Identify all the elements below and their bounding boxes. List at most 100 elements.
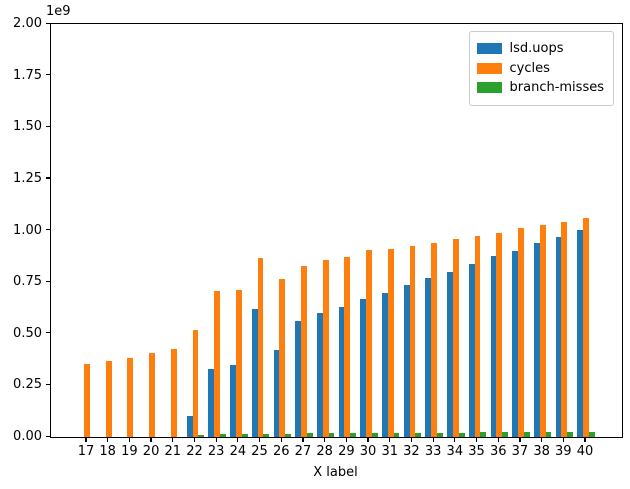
legend-label: cycles bbox=[509, 60, 550, 76]
bar-group bbox=[273, 24, 291, 437]
x-tick-label: 37 bbox=[511, 444, 529, 459]
bar-group bbox=[230, 24, 248, 437]
bar bbox=[350, 432, 357, 437]
bar bbox=[257, 258, 264, 437]
x-tick-mark bbox=[85, 438, 87, 442]
x-tick-label: 18 bbox=[99, 444, 116, 459]
legend-swatch bbox=[476, 62, 502, 74]
bar bbox=[393, 432, 400, 437]
y-tick-label: 1.00 bbox=[13, 222, 42, 238]
legend-item: lsd.uops bbox=[476, 41, 604, 57]
y-tick-label: 1.25 bbox=[13, 170, 42, 186]
bar-group bbox=[208, 24, 226, 437]
legend-label: lsd.uops bbox=[509, 41, 564, 56]
x-tick-label: 36 bbox=[489, 444, 507, 459]
x-tick-label: 22 bbox=[186, 444, 203, 459]
legend: lsd.uops cycles branch-misses bbox=[468, 31, 614, 106]
x-tick-label: 17 bbox=[77, 444, 95, 459]
bar bbox=[561, 222, 568, 437]
x-tick-label: 34 bbox=[446, 444, 464, 459]
bar bbox=[263, 433, 270, 437]
x-tick-mark bbox=[237, 438, 239, 442]
bar bbox=[567, 431, 573, 437]
x-tick-mark bbox=[541, 438, 543, 442]
bar bbox=[127, 357, 134, 437]
bar-group bbox=[512, 24, 530, 437]
bar bbox=[279, 279, 286, 437]
bar-group bbox=[316, 24, 335, 437]
bar-group bbox=[78, 24, 95, 437]
bar bbox=[328, 433, 335, 437]
bar bbox=[84, 363, 90, 437]
bar bbox=[403, 285, 410, 437]
y-tick-mark bbox=[46, 125, 50, 127]
y-tick-label: 0.75 bbox=[13, 274, 42, 290]
x-tick-mark bbox=[410, 438, 413, 442]
bar bbox=[306, 433, 313, 437]
bar bbox=[523, 432, 530, 437]
y-tick-mark bbox=[46, 383, 50, 386]
y-tick-label: 1.50 bbox=[13, 119, 42, 135]
bar bbox=[344, 257, 351, 437]
bar-group bbox=[533, 24, 552, 437]
bar bbox=[468, 263, 475, 437]
bar bbox=[366, 250, 372, 437]
bar bbox=[382, 292, 388, 437]
x-tick-label: 26 bbox=[272, 444, 290, 459]
bar bbox=[452, 238, 459, 437]
bar bbox=[208, 368, 215, 437]
bar bbox=[518, 228, 524, 437]
bar bbox=[555, 236, 562, 437]
x-tick-mark bbox=[389, 438, 391, 442]
bar-group bbox=[295, 24, 313, 437]
x-tick-mark bbox=[172, 438, 174, 442]
bar bbox=[214, 291, 221, 437]
bars-layer bbox=[51, 24, 622, 437]
bar bbox=[241, 433, 248, 437]
bar bbox=[545, 432, 552, 437]
x-tick-mark bbox=[280, 438, 282, 442]
x-tick-mark bbox=[107, 438, 109, 442]
x-tick-label: 24 bbox=[229, 444, 247, 459]
bar-group bbox=[360, 24, 378, 437]
y-tick-mark bbox=[46, 22, 50, 24]
x-tick-mark bbox=[258, 438, 261, 442]
bar bbox=[447, 271, 453, 437]
bar-group bbox=[382, 24, 400, 437]
bar-group bbox=[143, 24, 160, 437]
bar bbox=[198, 434, 205, 437]
x-tick-label: 35 bbox=[468, 444, 485, 459]
x-tick-mark bbox=[302, 438, 304, 442]
bar-group bbox=[555, 24, 573, 437]
bar bbox=[186, 416, 193, 437]
x-tick-mark bbox=[324, 438, 326, 442]
bar bbox=[409, 246, 416, 437]
bar bbox=[588, 431, 595, 437]
x-tick-label: 21 bbox=[164, 444, 182, 459]
bar bbox=[301, 265, 307, 437]
x-tick-mark bbox=[215, 438, 217, 442]
bar-group bbox=[186, 24, 205, 437]
bar bbox=[496, 232, 503, 437]
y-tick-mark bbox=[46, 435, 50, 437]
bar bbox=[338, 306, 345, 437]
bar bbox=[431, 242, 438, 437]
y-tick-mark bbox=[46, 74, 50, 76]
x-tick-label: 32 bbox=[403, 444, 420, 459]
x-tick-mark bbox=[367, 438, 369, 442]
bar-group bbox=[165, 24, 182, 437]
bar bbox=[220, 433, 226, 437]
bar bbox=[458, 432, 465, 437]
bar bbox=[583, 218, 589, 437]
bar bbox=[502, 432, 508, 437]
x-tick-mark bbox=[584, 438, 586, 442]
x-tick-label: 25 bbox=[251, 444, 268, 459]
legend-item: branch-misses bbox=[476, 80, 604, 96]
x-tick-mark bbox=[475, 438, 478, 442]
bar bbox=[105, 360, 112, 437]
legend-item: cycles bbox=[476, 60, 604, 77]
x-tick-label: 19 bbox=[121, 444, 138, 459]
y-tick-mark bbox=[46, 229, 50, 231]
x-tick-label: 20 bbox=[142, 444, 160, 459]
